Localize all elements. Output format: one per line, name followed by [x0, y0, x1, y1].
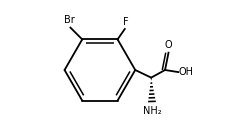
Text: F: F	[123, 17, 128, 27]
Text: NH₂: NH₂	[143, 106, 161, 116]
Text: OH: OH	[179, 67, 194, 77]
Text: Br: Br	[64, 15, 75, 25]
Text: O: O	[165, 40, 172, 50]
